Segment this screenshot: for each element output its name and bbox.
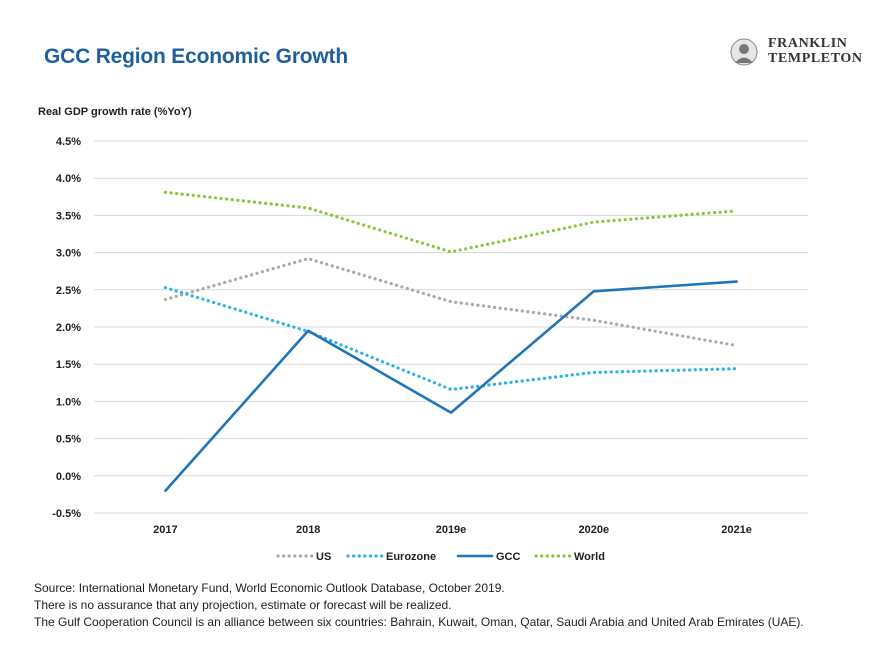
legend-label: World xyxy=(574,551,605,563)
series-line-us xyxy=(163,257,739,348)
series-line-eurozone xyxy=(163,286,739,392)
y-tick-label: 0.0% xyxy=(56,471,81,483)
series-lines xyxy=(163,190,739,493)
y-tick-label: -0.5% xyxy=(52,508,81,520)
y-tick-label: 2.0% xyxy=(56,322,81,334)
legend-label: Eurozone xyxy=(386,551,436,563)
x-tick-label: 2017 xyxy=(153,524,177,536)
x-tick-label: 2021e xyxy=(721,524,752,536)
x-tick-label: 2018 xyxy=(296,524,320,536)
franklin-templeton-logo: FRANKLIN TEMPLETON xyxy=(730,36,870,70)
y-tick-label: 4.0% xyxy=(56,173,81,185)
y-tick-label: 4.5% xyxy=(56,136,81,148)
y-tick-label: 3.5% xyxy=(56,210,81,222)
note-text: The Gulf Cooperation Council is an allia… xyxy=(34,615,804,629)
x-tick-labels: 2017 2018 2019e 2020e 2021e xyxy=(153,524,752,536)
legend-label: GCC xyxy=(496,551,521,563)
legend: US Eurozone GCC World xyxy=(276,551,605,563)
legend-label: US xyxy=(316,551,331,563)
source-notes: Source: International Monetary Fund, Wor… xyxy=(34,580,804,631)
chart-title: GCC Region Economic Growth xyxy=(44,45,348,68)
line-chart: 4.5% 4.0% 3.5% 3.0% 2.5% 2.0% 1.5% 1.0% 0.5% 0.0%… xyxy=(52,136,808,563)
legend-item-world: World xyxy=(534,551,605,563)
series-line-gcc xyxy=(164,280,738,493)
legend-item-eurozone: Eurozone xyxy=(346,551,436,563)
y-tick-label: 1.0% xyxy=(56,396,81,408)
series-line-world xyxy=(163,190,739,254)
x-tick-label: 2020e xyxy=(579,524,610,536)
x-tick-label: 2019e xyxy=(436,524,467,536)
gridlines xyxy=(94,140,808,514)
franklin-portrait-icon xyxy=(730,38,758,66)
y-tick-label: 0.5% xyxy=(56,434,81,446)
disclaimer-text: There is no assurance that any projectio… xyxy=(34,598,452,612)
y-tick-label: 2.5% xyxy=(56,285,81,297)
source-text: Source: International Monetary Fund, Wor… xyxy=(34,581,505,595)
y-tick-label: 3.0% xyxy=(56,248,81,260)
y-tick-label: 1.5% xyxy=(56,359,81,371)
y-tick-labels: 4.5% 4.0% 3.5% 3.0% 2.5% 2.0% 1.5% 1.0% 0.5% 0.0%… xyxy=(52,136,81,520)
y-axis-label: Real GDP growth rate (%YoY) xyxy=(38,106,192,118)
logo-line-1: FRANKLIN xyxy=(768,36,848,51)
legend-item-us: US xyxy=(276,551,331,563)
logo-line-2: TEMPLETON xyxy=(768,51,863,66)
legend-item-gcc: GCC xyxy=(456,551,521,563)
